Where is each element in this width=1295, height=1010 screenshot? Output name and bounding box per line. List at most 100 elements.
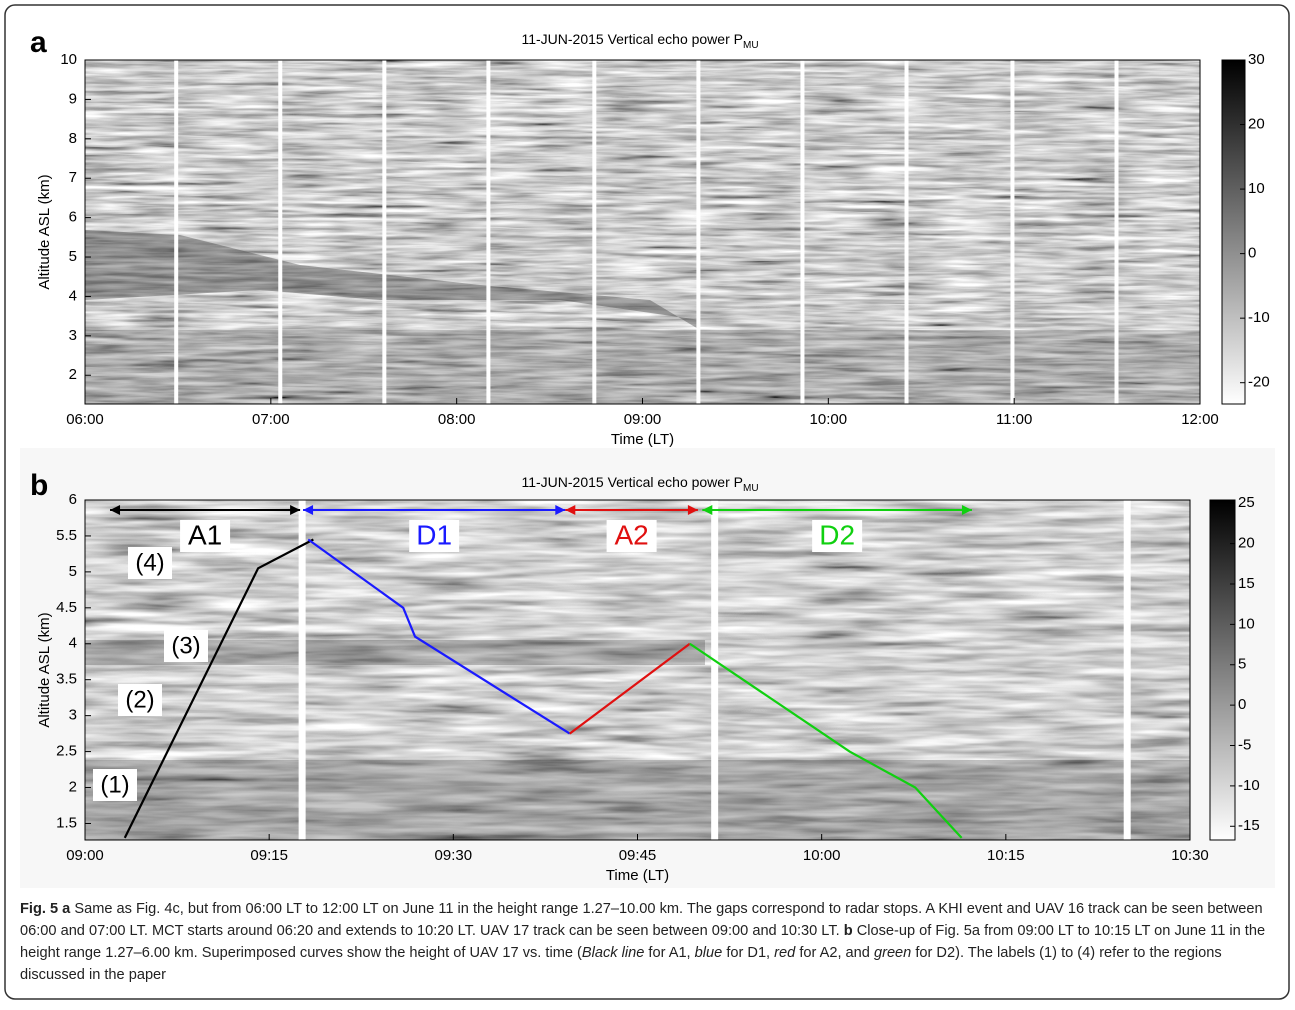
title-subscript: MU [743,40,759,51]
phase-label: D1 [416,519,452,550]
caption-text: blue [694,945,723,961]
region-label-bg [164,630,208,662]
radar-gap [1010,60,1015,404]
radar-gap [904,60,909,404]
panel-label: b [30,469,48,502]
colorbar-tick-label: -20 [1248,374,1270,391]
caption-text: b [843,923,853,939]
phase-label: A2 [614,519,648,550]
caption-text: for D2). The labels (1) to (4) refer to … [20,945,1222,983]
echo-lower [85,760,1190,840]
y-axis-label: Altitude ASL (km) [36,174,53,289]
caption-text: Same as Fig. 4c, but from 06:00 LT to 12… [20,901,1263,939]
region-label: (1) [100,771,129,798]
radar-gap [174,60,179,404]
arrow-head [961,505,972,515]
y-tick-label: 3 [69,327,77,344]
title-text: 11-JUN-2015 Vertical echo power P [521,31,743,47]
phase-label-bg [409,520,460,552]
caption-text: a [62,901,71,917]
y-tick-label: 5.5 [56,527,77,544]
colorbar-tick-label: 5 [1238,656,1246,673]
phase-label-bg [812,520,863,552]
colorbar-tick-label: 10 [1238,615,1255,632]
colorbar [1221,59,1246,405]
region-label: (3) [171,632,200,659]
radar-gap [382,60,387,404]
phase-label: A1 [188,519,222,550]
colorbar-tick-label: 20 [1238,535,1255,552]
region-label-bg [93,769,137,801]
x-tick-label: 12:00 [1181,411,1219,428]
colorbar-tick-label: -10 [1248,309,1270,326]
region-label-bg [128,547,172,579]
y-tick-label: 3 [69,707,77,724]
caption-text: for A1, [644,945,695,961]
x-tick-label: 07:00 [252,411,290,428]
radar-gap [800,60,805,404]
x-tick-label: 10:00 [810,411,848,428]
region-label: (2) [125,686,154,713]
radar-gap [1123,500,1131,840]
x-axis-label: Time (LT) [611,431,674,448]
caption-text: Close-up of Fig. 5a from 09:00 LT to 10:… [20,923,1266,961]
colorbar-tick-label: 25 [1238,494,1255,511]
frame [4,4,1290,1000]
colorbar-tick-label: 10 [1248,180,1265,197]
echo-image [85,500,1190,840]
colorbar-tick-label: 20 [1248,116,1265,133]
arrow-head [702,505,713,515]
y-tick-label: 5 [69,248,77,265]
y-tick-label: 4 [69,287,77,304]
chart-title: 11-JUN-2015 Vertical echo power PMU [521,31,758,51]
y-tick-label: 5 [69,563,77,580]
x-tick-label: 11:00 [996,411,1032,428]
radar-gap [298,500,306,840]
phase-label-bg [606,520,657,552]
x-tick-label: 09:00 [66,847,104,864]
phase-label-bg [180,520,231,552]
arrow-head [303,505,314,515]
region-label: (4) [135,549,164,576]
phase-label: D2 [819,519,855,550]
title-subscript: MU [743,483,759,494]
y-tick-label: 2 [69,366,77,383]
y-tick-label: 8 [69,130,77,147]
region-label-bg [118,684,162,716]
caption-text: for A2, and [795,945,874,961]
radar-gap [278,60,283,404]
arrow-head [555,505,566,515]
title-text: 11-JUN-2015 Vertical echo power P [521,474,743,490]
y-axis-label: Altitude ASL (km) [36,612,53,727]
echo-layer [85,230,700,330]
colorbar-tick-label: 0 [1248,245,1256,262]
y-tick-label: 6 [69,491,77,508]
colorbar-tick-label: 0 [1238,696,1246,713]
caption-text: Fig. 5 [20,901,59,917]
caption-text: green [873,945,912,961]
caption-text: red [774,945,796,961]
colorbar-tick-label: 15 [1238,575,1255,592]
panel-label: a [30,26,47,59]
y-tick-label: 4 [69,635,77,652]
uav-track [569,642,691,735]
arrow-head [290,505,301,515]
colorbar-tick-label: -10 [1238,777,1260,794]
x-tick-label: 09:30 [435,847,473,864]
echo-lower [85,330,1200,404]
colorbar-tick-label: -5 [1238,736,1251,753]
x-tick-label: 08:00 [438,411,476,428]
x-tick-label: 10:00 [803,847,841,864]
colorbar-tick-label: 30 [1248,51,1265,68]
x-tick-label: 10:30 [1171,847,1209,864]
colorbar [1209,499,1236,841]
x-tick-label: 09:15 [250,847,288,864]
arrow-head [110,505,121,515]
y-tick-label: 4.5 [56,599,77,616]
radar-gap [711,500,719,840]
x-tick-label: 09:00 [624,411,662,428]
arrow-head [687,505,698,515]
y-tick-label: 6 [69,209,77,226]
